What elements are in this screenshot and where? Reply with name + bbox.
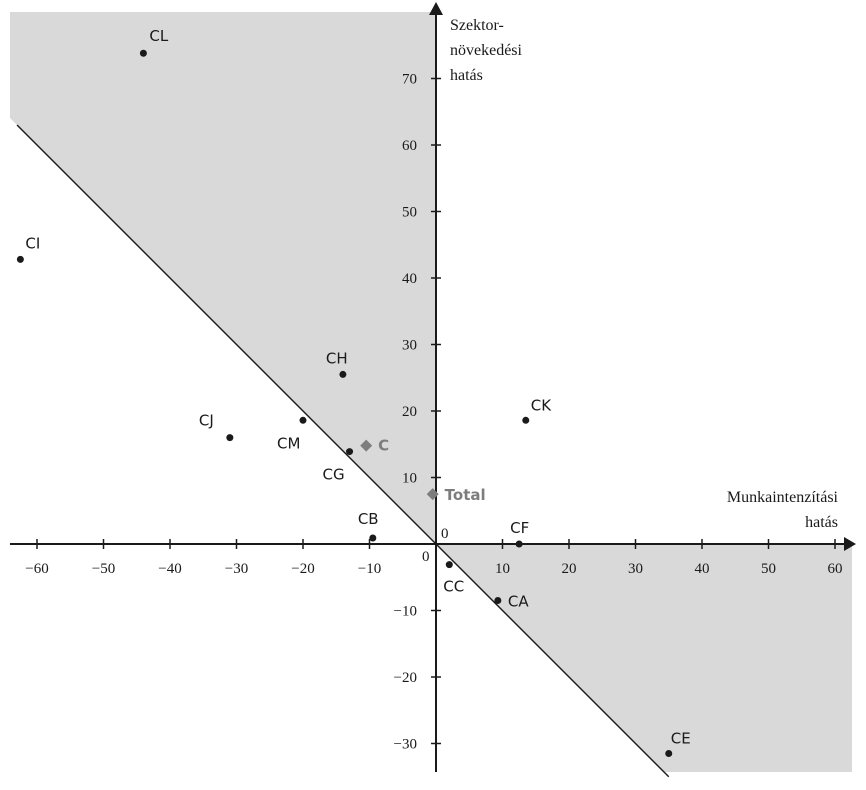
data-point-label: CG — [323, 466, 345, 484]
highlight-point-label: Total — [445, 486, 486, 504]
data-point — [515, 540, 523, 548]
data-point-label: CH — [326, 349, 348, 367]
data-point-label: CC — [443, 578, 464, 596]
x-tick-label: 10 — [495, 561, 510, 577]
y-tick-group: 70 60 50 40 30 20 10 −10 −20 −30 — [394, 72, 441, 753]
shaded-region-upper — [10, 12, 436, 544]
y-axis: 70 60 50 40 30 20 10 −10 −20 −30 Szektor- növeked… — [394, 2, 523, 772]
x-tick-label: 20 — [562, 561, 577, 577]
data-point-label: CL — [149, 27, 168, 45]
data-point-label: CK — [531, 396, 552, 414]
data-point — [369, 534, 377, 542]
y-tick-label: −20 — [394, 670, 417, 686]
origin-label-y: 0 — [441, 526, 449, 542]
data-point — [16, 255, 24, 263]
data-point-label: CF — [510, 519, 529, 537]
x-tick-label: −10 — [358, 561, 381, 577]
shaded-region-lower — [436, 544, 852, 772]
data-point — [445, 561, 453, 569]
x-axis: −60 −50 −40 −30 −20 −10 10 20 30 40 50 60 Munkainte… — [10, 489, 856, 577]
x-tick-label: 40 — [695, 561, 710, 577]
y-axis-title-line3: hatás — [450, 67, 483, 84]
origin-label-x: 0 — [422, 549, 430, 565]
data-point — [494, 597, 502, 605]
data-point-label: CE — [671, 729, 691, 747]
data-point-label: CI — [25, 234, 40, 252]
x-axis-title-line2: hatás — [805, 514, 838, 531]
x-tick-group: −60 −50 −40 −30 −20 −10 10 20 30 40 50 60 — [25, 539, 843, 577]
x-tick-label: −30 — [225, 561, 248, 577]
x-tick-label: 50 — [761, 561, 776, 577]
plot-background — [10, 12, 852, 772]
highlight-point-label: C — [378, 437, 389, 455]
data-point — [339, 370, 347, 378]
y-tick-label: 20 — [402, 404, 417, 420]
data-point — [139, 49, 147, 57]
data-point-label: CB — [358, 510, 379, 528]
y-tick-label: 30 — [402, 338, 417, 354]
highlight-point-marker — [426, 488, 439, 501]
data-point-label: CM — [277, 434, 300, 452]
x-tick-label: −20 — [291, 561, 314, 577]
x-tick-label: −50 — [92, 561, 115, 577]
data-point — [299, 416, 307, 424]
data-point — [665, 749, 673, 757]
data-points: CL CI CH CJ CM CG CK CB CF CC CA CE — [16, 27, 691, 757]
x-tick-label: 60 — [828, 561, 843, 577]
y-tick-label: 50 — [402, 205, 417, 221]
y-tick-label: −30 — [394, 737, 417, 753]
highlighted-points: C Total — [360, 437, 486, 504]
y-tick-label: 10 — [402, 471, 417, 487]
data-point — [226, 434, 234, 442]
data-point — [522, 416, 530, 424]
data-point-label: CA — [508, 593, 529, 611]
diagonal-line — [16, 124, 670, 778]
x-tick-label: −40 — [158, 561, 181, 577]
x-axis-title-line1: Munkaintenzítási — [727, 489, 839, 506]
x-tick-label: −60 — [25, 561, 48, 577]
y-tick-label: 70 — [402, 72, 417, 88]
y-axis-title-line1: Szektor- — [450, 17, 504, 34]
y-tick-label: 60 — [402, 138, 417, 154]
y-axis-arrowhead — [429, 2, 443, 15]
y-tick-label: 40 — [402, 271, 417, 287]
x-axis-arrowhead — [844, 537, 856, 551]
y-axis-title-line2: növekedési — [450, 42, 523, 59]
data-point-label: CJ — [199, 412, 214, 430]
y-tick-label: −10 — [394, 604, 417, 620]
data-point — [346, 448, 354, 456]
x-tick-label: 30 — [628, 561, 643, 577]
highlight-point-marker — [360, 439, 373, 452]
